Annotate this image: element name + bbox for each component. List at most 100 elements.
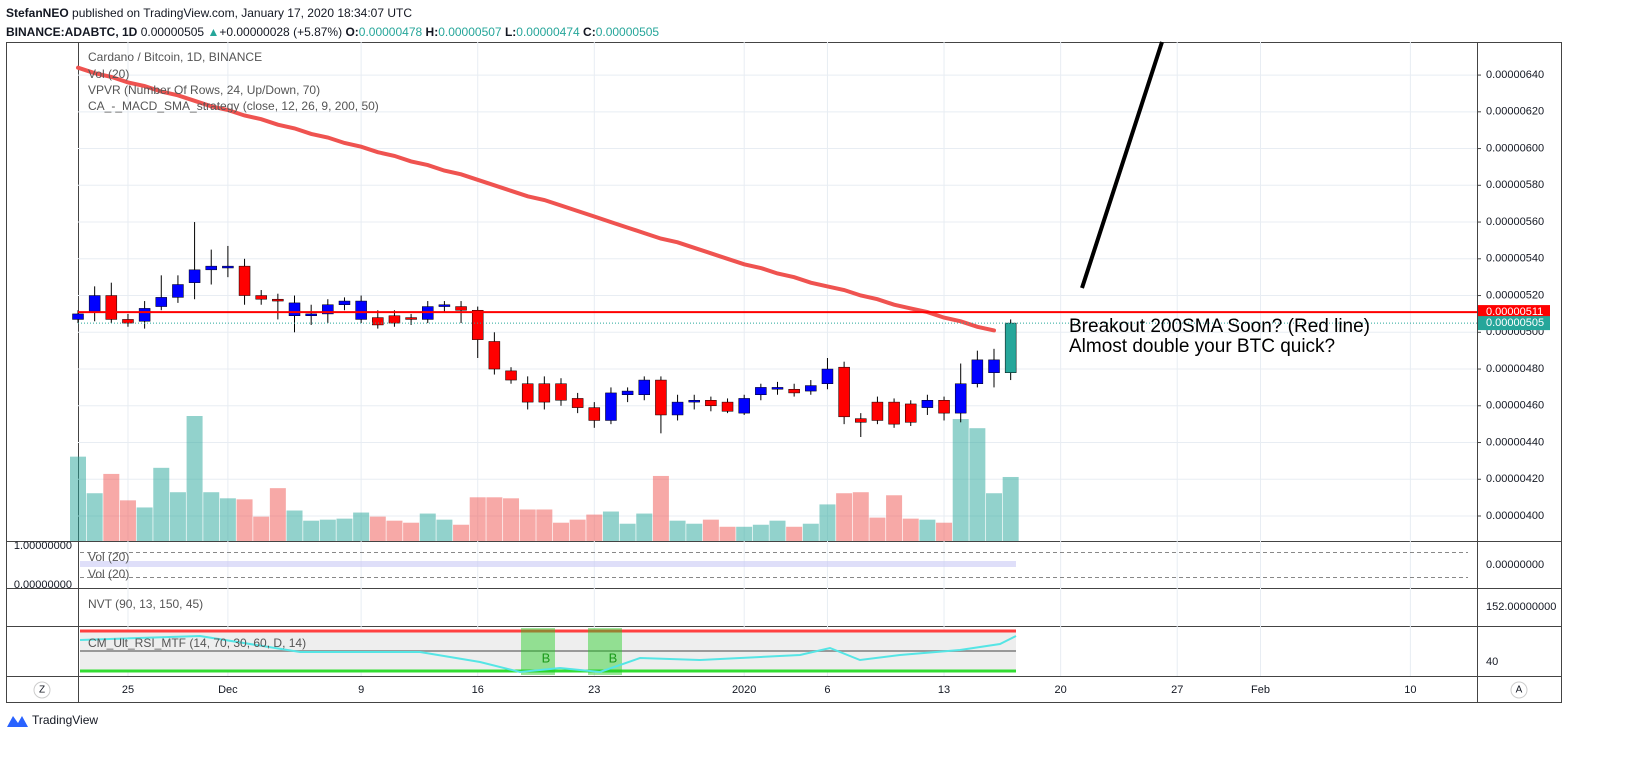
author: StefanNEO [6,6,69,20]
candle-body [605,392,617,421]
price-badge [1478,316,1550,331]
volume-bar [103,473,120,541]
pane-axis-label: 0.00000000 [1486,559,1544,571]
logo [7,716,28,727]
volume [70,416,1019,541]
candle-body [688,400,700,403]
volume-bar [552,522,569,541]
candle-body [954,383,967,414]
overlays: Cardano / Bitcoin, 1D, BINANCE Vol (20) … [7,41,1556,727]
candle-body [138,308,151,322]
price-badge [1478,305,1550,320]
volume-bar [636,513,653,541]
candle-body [921,400,934,408]
candle-body [388,315,401,324]
x-tick-label: 13 [938,684,950,696]
candle-body [638,379,651,396]
h: 0.00000507 [438,25,502,39]
volume-bar [236,499,253,541]
candle-body [122,319,134,324]
volume-bar [353,512,370,541]
volume-bar [886,495,903,541]
x-tick-label: 2020 [732,684,756,696]
candle-body [438,304,451,307]
symbol: BINANCE:ADABTC, 1D [6,25,138,39]
last: 0.00000505 [140,25,205,39]
y-tick-label: 0.00000640 [1486,69,1544,81]
volume-bar [836,493,853,541]
candle-body [72,313,84,320]
brand: TradingView [32,713,98,727]
volume-bar [369,516,386,541]
volume-bar [736,526,753,541]
x-tick-label: 27 [1171,684,1183,696]
y-tick-label: 0.00000480 [1486,363,1544,375]
candle-body [272,298,284,302]
volume-bar [652,475,669,541]
x-tick-label: Dec [218,684,238,696]
candle-body [988,359,1000,373]
signal-label: B [609,650,618,665]
candle-body [838,366,850,418]
candle-body [471,309,484,340]
annotation: Breakout 200SMA Soon? (Red line) [1069,316,1370,337]
change: +0.00000028 (+5.87%) [219,25,343,39]
y-tick-label: 0.00000540 [1486,253,1544,265]
candle-body [255,295,267,300]
header-line: BINANCE:ADABTC, 1D 0.00000505 ▲+0.000000… [6,23,659,42]
background [6,42,1562,703]
volume-bar [136,507,153,541]
x-tick-label: 23 [588,684,600,696]
volume-bar [169,492,186,541]
volume-bar [336,518,353,541]
volume-bar [70,456,86,541]
volume-bar [153,467,170,541]
candle-body [88,295,101,313]
y-tick-label: 0.00000580 [1486,179,1544,191]
candle-body [305,313,317,317]
candle-body [288,302,301,317]
y-tick-label: 0.00000460 [1486,400,1544,412]
trend-drawing [1080,41,1164,289]
candle-body [855,418,867,423]
candle-body [172,284,184,298]
sma-line [76,65,996,333]
volume-bar [303,520,320,541]
volume-bar [86,493,103,541]
volume-bar [586,514,603,541]
volume-bar [436,519,453,541]
x-tick-label: 20 [1055,684,1067,696]
pane-axis-label: 40 [1486,656,1498,668]
volume-bar [219,498,236,541]
volume-bar [486,497,503,541]
pane-legend: CM_Ult_RSI_MTF (14, 70, 30, 60, D, 14) [88,636,306,650]
candle-body [805,385,817,392]
pane-axis-label: 152.00000000 [1486,601,1556,613]
indicator-legend: CA_-_MACD_SMA_strategy (close, 12, 26, 9… [88,99,379,113]
volume-bar [602,511,619,541]
signal-label: B [542,650,551,665]
candle-body [621,390,634,396]
candle-body [821,368,834,384]
a-button[interactable] [1510,681,1528,699]
volume-bar [119,500,136,541]
volume-bar [869,517,886,541]
pane-legend: Vol (20) [88,550,129,564]
volume-bar [819,504,836,541]
candle-body [655,379,667,416]
candle-body [355,300,367,320]
y-tick-label: 0.00000560 [1486,216,1544,228]
z-button[interactable] [33,681,51,699]
volume-bar [269,488,286,541]
vol-band [80,561,1016,567]
volume-bar [619,523,636,541]
candle-body [571,398,584,408]
indicator-legend: Vol (20) [88,67,129,81]
volume-bar [936,522,953,541]
volume-bar [253,516,270,541]
x-tick-label: 10 [1404,684,1416,696]
volume-bar [453,524,470,541]
candle-body [671,401,684,416]
candle-body [372,317,384,326]
